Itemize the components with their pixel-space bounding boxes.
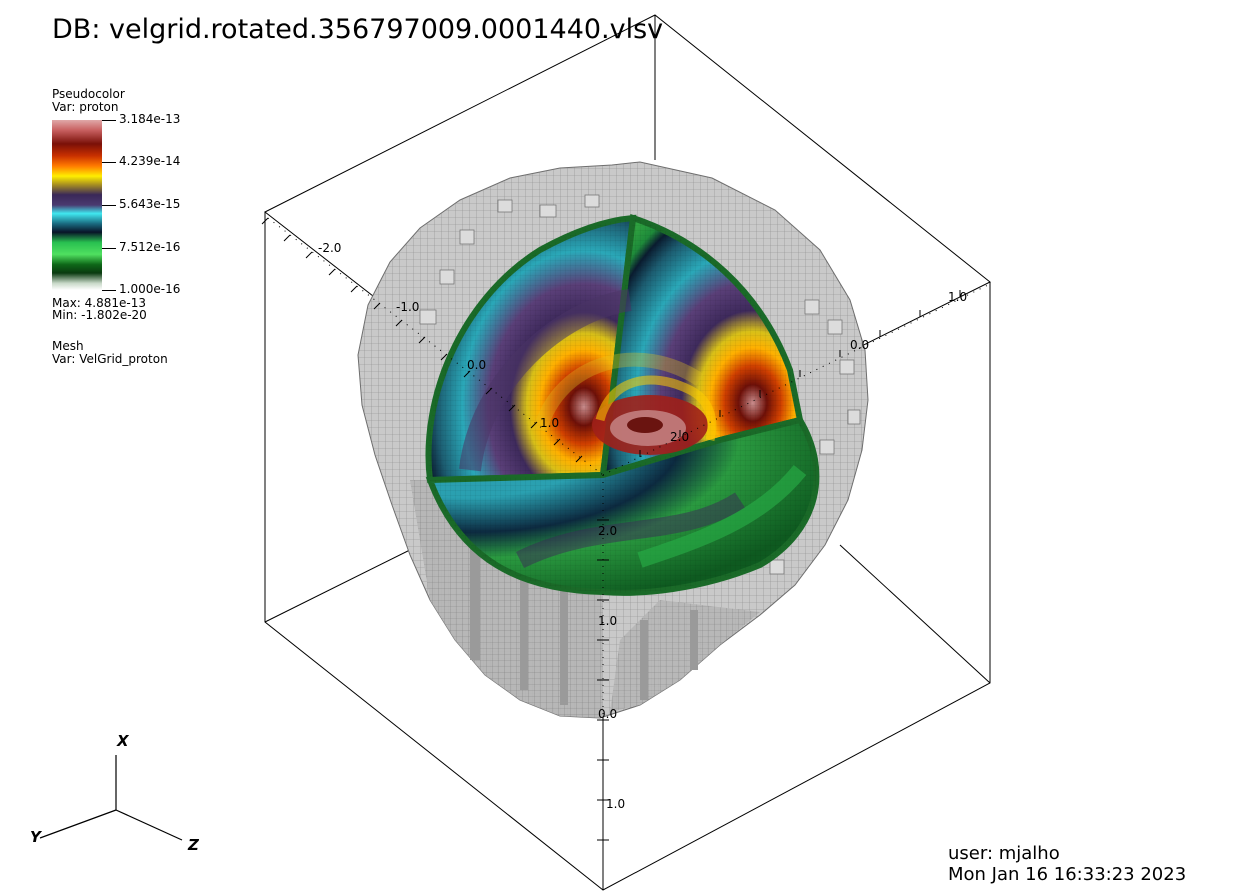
legend-range: Max: 4.881e-13 Min: -1.802e-20 bbox=[52, 297, 147, 321]
user-name: user: mjalho bbox=[948, 843, 1060, 864]
colorbar-tick bbox=[102, 290, 116, 291]
colorbar-tick bbox=[102, 120, 116, 121]
cutaway-slice bbox=[425, 214, 820, 596]
mesh-legend-variable: Var: VelGrid_proton bbox=[52, 352, 168, 366]
mesh-legend: Mesh Var: VelGrid_proton bbox=[52, 340, 168, 366]
axis-label: 1.0 bbox=[948, 290, 968, 304]
pseudocolor-legend-header: Pseudocolor Var: proton bbox=[52, 88, 125, 114]
colorbar-tick bbox=[102, 162, 116, 163]
axis-tick-marks bbox=[261, 217, 961, 841]
mesh-legend-plot-type: Mesh bbox=[52, 339, 84, 353]
legend-max: Max: 4.881e-13 bbox=[52, 296, 147, 310]
axis-label: 2.0 bbox=[598, 524, 618, 538]
colorbar bbox=[52, 120, 102, 290]
triad-y-label: Y bbox=[30, 828, 41, 846]
axis-label: -2.0 bbox=[318, 241, 342, 255]
triad-z-label: Z bbox=[188, 836, 199, 854]
triad-x-label: X bbox=[117, 732, 129, 750]
colorbar-tick bbox=[102, 248, 116, 249]
axis-label: 0.0 bbox=[850, 338, 870, 352]
colorbar-gradient bbox=[52, 120, 102, 290]
axis-label: 0.0 bbox=[467, 358, 487, 372]
axis-label: 2.0 bbox=[670, 430, 690, 444]
axis-label: 1.0 bbox=[540, 416, 560, 430]
database-title: DB: velgrid.rotated.356797009.0001440.vl… bbox=[52, 14, 664, 45]
axis-label: 1.0 bbox=[598, 614, 618, 628]
axis-label: 1.0 bbox=[606, 797, 626, 811]
axis-label: -1.0 bbox=[396, 300, 420, 314]
legend-variable: Var: proton bbox=[52, 100, 119, 114]
colorbar-tick bbox=[102, 205, 116, 206]
colorbar-tick-label: 4.239e-14 bbox=[119, 154, 181, 168]
render-date: Mon Jan 16 16:33:23 2023 bbox=[948, 864, 1187, 885]
legend-plot-type: Pseudocolor bbox=[52, 87, 125, 101]
user-annotation: user: mjalho Mon Jan 16 16:33:23 2023 bbox=[948, 843, 1186, 885]
legend-min: Min: -1.802e-20 bbox=[52, 308, 147, 322]
colorbar-tick-label: 1.000e-16 bbox=[119, 282, 181, 296]
colorbar-tick-label: 3.184e-13 bbox=[119, 112, 181, 126]
axis-ticks bbox=[267, 217, 989, 885]
colorbar-tick-label: 5.643e-15 bbox=[119, 197, 181, 211]
colorbar-tick-label: 7.512e-16 bbox=[119, 240, 181, 254]
axis-label: 0.0 bbox=[598, 707, 618, 721]
